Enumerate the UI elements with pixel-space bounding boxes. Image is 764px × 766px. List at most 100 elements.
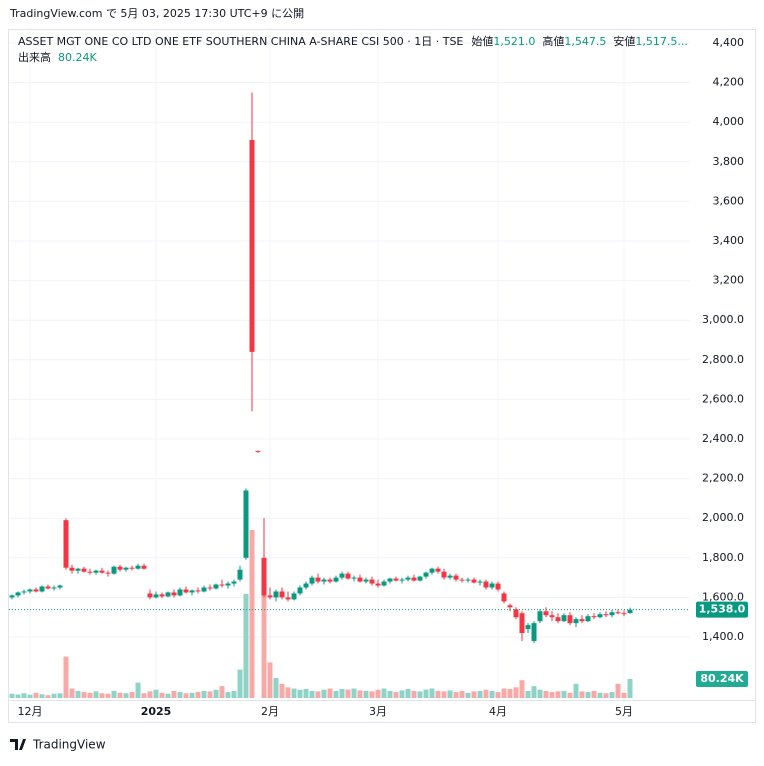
volume-bar bbox=[501, 688, 507, 698]
volume-bar bbox=[447, 690, 453, 698]
candle-body bbox=[363, 579, 369, 582]
volume-bar bbox=[375, 689, 381, 698]
volume-legend: 出来高 80.24K bbox=[18, 50, 97, 64]
candle-body bbox=[129, 567, 135, 569]
volume-bar bbox=[33, 692, 39, 698]
volume-bar bbox=[141, 693, 147, 698]
candle-body bbox=[495, 583, 501, 590]
volume-bar bbox=[315, 691, 321, 698]
candle-body bbox=[531, 623, 537, 641]
candle-body bbox=[333, 577, 339, 582]
y-tick-label: 2,600.0 bbox=[702, 392, 744, 405]
last-volume-box bbox=[696, 671, 748, 688]
low: 1,517.5... bbox=[635, 35, 687, 48]
volume-bar bbox=[537, 689, 543, 698]
candle-body bbox=[573, 619, 579, 624]
volume-bar bbox=[351, 688, 357, 698]
volume-bar bbox=[543, 690, 549, 698]
candle-body bbox=[435, 568, 441, 572]
volume-bar bbox=[459, 690, 465, 698]
volume-bar bbox=[219, 686, 225, 698]
volume-bar bbox=[165, 693, 171, 698]
candle-body bbox=[489, 583, 495, 588]
volume-bar bbox=[597, 692, 603, 698]
volume-bar bbox=[51, 693, 57, 698]
candle-body bbox=[189, 590, 195, 593]
volume-bar bbox=[213, 689, 219, 698]
volume-bar bbox=[417, 691, 423, 698]
volume-bar bbox=[261, 583, 267, 698]
candle-body bbox=[249, 140, 255, 352]
candle-body bbox=[399, 579, 405, 581]
volume-value: 80.24K bbox=[58, 51, 97, 64]
candle-body bbox=[255, 450, 261, 452]
candle-body bbox=[201, 587, 207, 592]
candle-body bbox=[375, 583, 381, 586]
volume-bar bbox=[549, 692, 555, 698]
candle-body bbox=[525, 625, 531, 630]
candle-body bbox=[369, 579, 375, 584]
candle-body bbox=[381, 581, 387, 586]
candle-body bbox=[51, 587, 57, 589]
volume-bar bbox=[135, 682, 141, 698]
last-price-label: 1,538.0 bbox=[699, 603, 746, 616]
volume-bar bbox=[585, 692, 591, 698]
candle-body bbox=[357, 577, 363, 582]
candle-body bbox=[225, 583, 231, 586]
candle-body bbox=[465, 579, 471, 581]
candle-body bbox=[315, 577, 321, 582]
candle-body bbox=[285, 597, 291, 600]
volume-bar bbox=[9, 693, 15, 698]
ohlc: 始値1,521.0 高値1,547.5 安値1,517.5... bbox=[471, 34, 687, 48]
y-tick-label: 3,200 bbox=[713, 274, 745, 287]
published-caption: TradingView.com で 5月 03, 2025 17:30 UTC+… bbox=[9, 7, 304, 20]
volume-bar bbox=[303, 689, 309, 698]
volume-bar bbox=[441, 691, 447, 698]
volume-bar bbox=[177, 692, 183, 698]
candle-body bbox=[519, 613, 525, 634]
candle-body bbox=[69, 567, 75, 571]
volume-bar bbox=[297, 689, 303, 698]
volume-bar bbox=[153, 689, 159, 698]
candle-body bbox=[273, 591, 279, 598]
volume-bar bbox=[183, 693, 189, 698]
volume-bar bbox=[435, 690, 441, 698]
volume-bar bbox=[201, 690, 207, 698]
candle-body bbox=[393, 578, 399, 581]
y-tick-label: 2,800.0 bbox=[702, 353, 744, 366]
candle-body bbox=[153, 594, 159, 598]
chart-frame bbox=[8, 29, 756, 723]
volume-bar bbox=[327, 688, 333, 698]
volume-bar bbox=[333, 690, 339, 698]
volume-bar bbox=[237, 669, 243, 698]
volume-bar bbox=[15, 694, 21, 698]
candle-body bbox=[171, 592, 177, 596]
volume-bar bbox=[231, 690, 237, 698]
volume-bar bbox=[399, 690, 405, 698]
candle-body bbox=[213, 584, 219, 589]
volume-bar bbox=[381, 688, 387, 698]
y-tick-label: 2,400.0 bbox=[702, 432, 744, 445]
candle-body bbox=[267, 595, 273, 598]
y-tick-label: 1,400.0 bbox=[702, 630, 744, 643]
volume-bar bbox=[627, 679, 633, 698]
volume-bar bbox=[621, 692, 627, 698]
candle-body bbox=[291, 593, 297, 600]
volume-bar bbox=[519, 680, 525, 698]
candle-body bbox=[507, 605, 513, 608]
candle-body bbox=[177, 589, 183, 596]
candle-body bbox=[15, 592, 21, 596]
low-label: 安値 bbox=[613, 34, 635, 48]
x-tick-label: 2025 bbox=[141, 705, 172, 718]
volume-bar bbox=[369, 691, 375, 698]
candle-body bbox=[261, 557, 267, 596]
volume-bar bbox=[393, 692, 399, 698]
high: 1,547.5 bbox=[564, 35, 606, 48]
volume-bar bbox=[567, 692, 573, 698]
candle-body bbox=[159, 594, 165, 597]
x-tick-label: 4月 bbox=[489, 705, 507, 718]
volume-bar bbox=[195, 692, 201, 698]
candle-body bbox=[627, 609, 633, 614]
volume-bar bbox=[111, 690, 117, 698]
